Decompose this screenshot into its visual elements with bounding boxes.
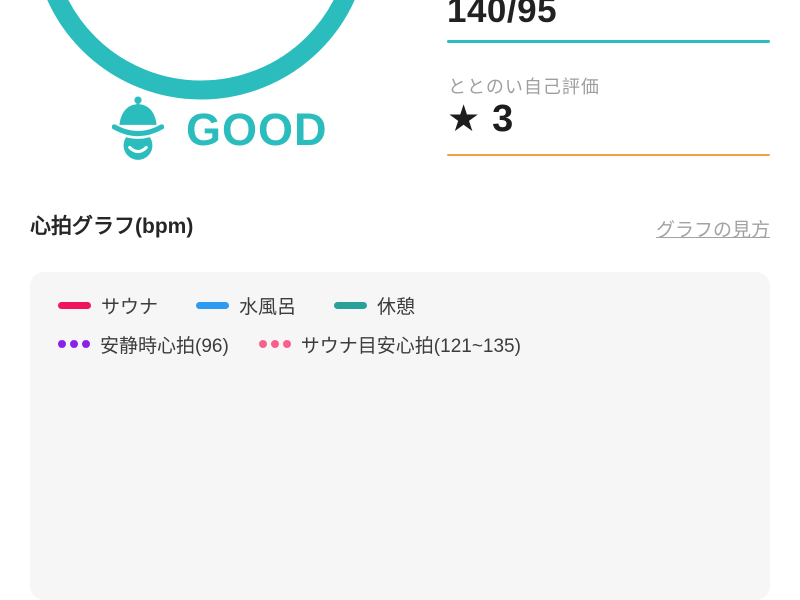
rating-value: 3	[492, 98, 514, 140]
resting-hr-dots-swatch	[58, 340, 90, 348]
score-ring-arc	[47, 0, 355, 100]
blood-pressure-value: 140/95	[447, 0, 558, 30]
legend-item-target-hr: サウナ目安心拍(121~135)	[258, 331, 521, 358]
self-rating: ★ 3	[447, 98, 514, 140]
target-hr-dots-swatch	[258, 340, 291, 348]
rating-label: ととのい自己評価	[448, 77, 600, 97]
chart-section-title: 心拍グラフ(bpm)	[30, 215, 194, 238]
legend-label-water: 水風呂	[239, 296, 297, 318]
chart-help-link[interactable]: グラフの見方	[655, 220, 770, 241]
legend-label-sauna: サウナ	[101, 296, 159, 318]
rest-line-swatch	[334, 301, 368, 309]
legend-label-target-hr: サウナ目安心拍(121~135)	[300, 335, 521, 357]
legend-item-rest: 休憩	[334, 292, 415, 319]
teal-divider	[447, 40, 770, 43]
vitals-block: 140/95 ととのい自己評価 ★ 3	[447, 0, 770, 165]
orange-divider	[447, 154, 770, 156]
legend-row-references: 安静時心拍(96) サウナ目安心拍(121~135)	[30, 331, 521, 358]
legend-label-rest: 休憩	[377, 296, 416, 318]
score-label: GOOD	[186, 104, 328, 155]
legend-row-phases: サウナ 水風呂 休憩	[30, 292, 415, 319]
legend-item-sauna: サウナ	[58, 292, 158, 319]
sauna-hat-icon	[112, 96, 164, 160]
sauna-line-swatch	[58, 301, 91, 309]
legend-item-water: 水風呂	[196, 292, 296, 319]
star-icon: ★	[447, 98, 481, 139]
legend-label-resting-hr: 安静時心拍(96)	[100, 335, 229, 357]
chart-card: サウナ 水風呂 休憩 安静時心拍(96) サウナ目安心拍(121~135)	[30, 272, 770, 600]
legend-item-resting-hr: 安静時心拍(96)	[58, 331, 229, 358]
water-line-swatch	[196, 301, 230, 309]
condition-score: GOOD	[112, 96, 328, 164]
